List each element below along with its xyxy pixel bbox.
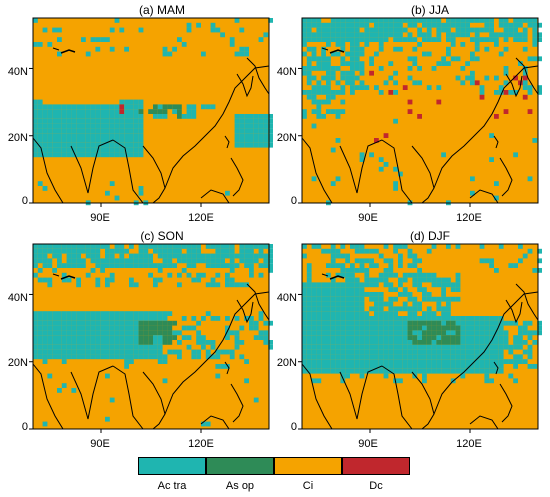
coastline (70, 365, 114, 420)
y-tick-20n-b: 20N (276, 132, 297, 144)
coastline (142, 371, 166, 430)
legend-swatch-ac-tra (138, 457, 206, 475)
panel-title-mam: (a) MAM (139, 3, 185, 17)
coastline (32, 363, 64, 430)
y-tick-40n-d: 40N (276, 292, 297, 304)
coastline (230, 383, 244, 423)
coastline (112, 139, 144, 204)
coastline (381, 139, 413, 204)
x-tick-120e-a: 120E (188, 212, 214, 224)
coastline (339, 365, 383, 420)
coastline (469, 189, 499, 204)
y-tick-0-a: 0 (21, 195, 28, 207)
coastline (433, 291, 539, 415)
coastline (230, 157, 244, 197)
panel-title-djf: (d) DJF (410, 229, 450, 243)
x-tick-90e-d: 90E (358, 438, 378, 450)
coastline (142, 145, 166, 204)
x-tick-120e-d: 120E (456, 438, 482, 450)
map-panel-son (29, 243, 273, 433)
coastline (499, 157, 513, 197)
coastline (301, 363, 333, 430)
y-tick-0-b: 0 (290, 195, 297, 207)
y-tick-40n-a: 40N (7, 66, 28, 78)
y-tick-20n-a: 20N (7, 132, 28, 144)
x-tick-90e-a: 90E (90, 212, 110, 224)
coastline (200, 415, 230, 430)
coastline (224, 361, 230, 375)
y-tick-40n-c: 40N (7, 292, 28, 304)
coastline (236, 73, 254, 98)
legend-swatch-dc (342, 457, 410, 475)
coastline (32, 137, 64, 204)
y-tick-0-c: 0 (21, 421, 28, 433)
coastline (246, 283, 270, 321)
legend-label-ci: Ci (302, 480, 314, 492)
x-tick-120e-b: 120E (456, 212, 482, 224)
coastline (433, 65, 539, 189)
y-tick-0-d: 0 (290, 421, 297, 433)
x-tick-90e-b: 90E (358, 212, 378, 224)
legend-swatch-as-op (206, 457, 274, 475)
coastline (493, 135, 499, 149)
map-panel-djf (298, 243, 542, 433)
coastline (515, 283, 539, 321)
coastline (499, 383, 513, 423)
legend-swatch-ci (274, 457, 342, 475)
coastline (70, 139, 114, 194)
panel-title-jja: (b) JJA (410, 3, 449, 17)
y-tick-40n-b: 40N (276, 66, 297, 78)
legend-label-as-op: As op (225, 480, 255, 492)
map-panel-mam (29, 17, 273, 207)
coastline (200, 189, 230, 204)
coastline (493, 361, 499, 375)
y-tick-20n-d: 20N (276, 357, 297, 369)
coastline (469, 415, 499, 430)
coastline (112, 365, 144, 430)
coastline (224, 135, 230, 149)
map-panel-jja (298, 17, 542, 207)
legend-label-dc: Dc (369, 480, 383, 492)
coastline (505, 299, 523, 324)
coastline (411, 145, 435, 204)
coastline (339, 139, 383, 194)
coastline (381, 365, 413, 430)
panel-title-son: (c) SON (140, 229, 184, 243)
coastline (236, 299, 254, 324)
coastline (164, 291, 270, 415)
coastline (301, 137, 333, 204)
coastline (515, 57, 539, 95)
coastline (505, 73, 523, 98)
y-tick-20n-c: 20N (7, 357, 28, 369)
coastline (164, 65, 270, 189)
x-tick-90e-c: 90E (90, 438, 110, 450)
coastline (246, 57, 270, 95)
legend-label-ac-tra: Ac tra (157, 480, 187, 492)
x-tick-120e-c: 120E (188, 438, 214, 450)
coastline (411, 371, 435, 430)
